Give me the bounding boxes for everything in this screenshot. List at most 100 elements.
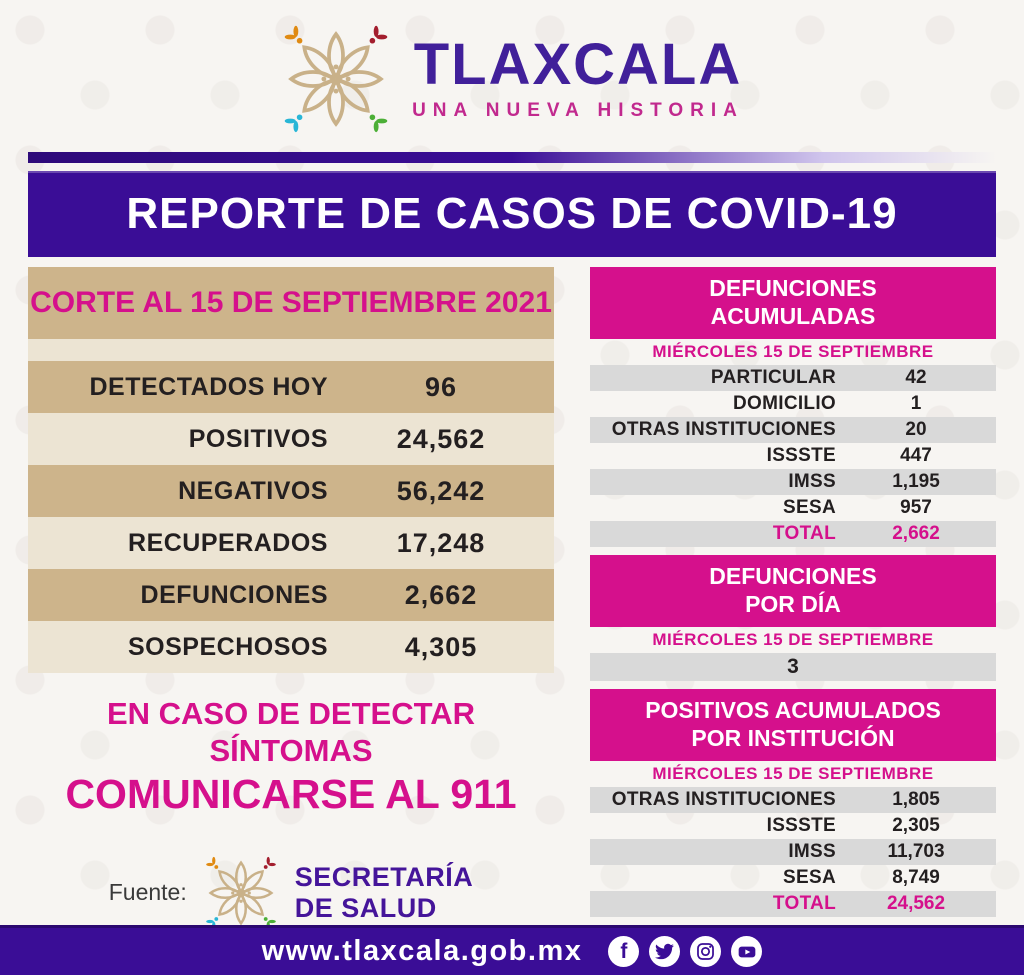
- row-label: POSITIVOS: [188, 424, 328, 453]
- footer-bar: www.tlaxcala.gob.mx f: [0, 925, 1024, 975]
- table-row: POSITIVOS 24,562: [28, 413, 554, 465]
- summary-header: CORTE AL 15 DE SEPTIEMBRE 2021: [28, 267, 554, 339]
- source-org-name: SECRETARÍA DE SALUD: [295, 862, 474, 922]
- table-row: RECUPERADOS 17,248: [28, 517, 554, 569]
- row-value: 1,195: [892, 471, 940, 492]
- row-label: DOMICILIO: [733, 393, 836, 414]
- section-title-line1: DEFUNCIONES: [709, 275, 877, 302]
- table-row: DOMICILIO 1: [590, 391, 996, 417]
- table-row: 3: [590, 653, 996, 681]
- row-value: 447: [900, 445, 932, 466]
- source-org-line1: SECRETARÍA: [294, 862, 474, 893]
- table-row: PARTICULAR 42: [590, 365, 996, 391]
- row-value: 8,749: [892, 867, 940, 888]
- page-title: REPORTE DE CASOS DE COVID-19: [126, 189, 898, 238]
- row-label: PARTICULAR: [710, 367, 836, 388]
- section-header: POSITIVOS ACUMULADOS POR INSTITUCIÓN: [590, 689, 996, 761]
- row-value: 1,805: [892, 789, 940, 810]
- table-row: ISSSTE 2,305: [590, 813, 996, 839]
- row-value: 1: [910, 393, 922, 414]
- section-date: MIÉRCOLES 15 DE SEPTIEMBRE: [652, 764, 934, 783]
- table-row: DETECTADOS HOY 96: [28, 361, 554, 413]
- youtube-icon[interactable]: [731, 936, 763, 967]
- row-value: 11,703: [887, 841, 945, 862]
- instagram-glyph: [697, 943, 715, 960]
- section-defunciones-acumuladas: DEFUNCIONES ACUMULADAS MIÉRCOLES 15 DE S…: [590, 267, 996, 547]
- table-row: IMSS 11,703: [590, 839, 996, 865]
- gradient-divider: [28, 152, 996, 163]
- footer-url[interactable]: www.tlaxcala.gob.mx: [261, 935, 583, 967]
- section-title-line2: ACUMULADAS: [710, 303, 876, 329]
- row-label: NEGATIVOS: [178, 476, 328, 505]
- row-label: IMSS: [788, 471, 836, 492]
- section-date: MIÉRCOLES 15 DE SEPTIEMBRE: [652, 630, 934, 649]
- row-label: ISSSTE: [766, 445, 836, 466]
- row-label: OTRAS INSTITUCIONES: [611, 789, 836, 810]
- twitter-bird-glyph: [655, 943, 675, 960]
- notice-line2: COMUNICARSE AL 911: [65, 771, 517, 818]
- table-row: OTRAS INSTITUCIONES 20: [590, 417, 996, 443]
- section-defunciones-por-dia: DEFUNCIONES POR DÍA MIÉRCOLES 15 DE SEPT…: [590, 555, 996, 681]
- row-value: 56,242: [396, 475, 486, 506]
- tlaxcala-flower-logo-icon: [280, 23, 392, 135]
- table-row: IMSS 1,195: [590, 469, 996, 495]
- row-value: 24,562: [396, 423, 486, 454]
- section-header: DEFUNCIONES ACUMULADAS: [590, 267, 996, 339]
- instagram-icon[interactable]: [690, 936, 722, 967]
- row-value: 24,562: [886, 893, 946, 914]
- table-row: NEGATIVOS 56,242: [28, 465, 554, 517]
- section-header: DEFUNCIONES POR DÍA: [590, 555, 996, 627]
- row-value: 3: [787, 655, 799, 678]
- row-label: TOTAL: [772, 893, 836, 914]
- table-row-total: TOTAL 24,562: [590, 891, 996, 917]
- section-positivos-acumulados: POSITIVOS ACUMULADOS POR INSTITUCIÓN MIÉ…: [590, 689, 996, 917]
- section-title-line2: POR DÍA: [745, 591, 841, 617]
- row-value: 17,248: [396, 527, 486, 558]
- left-column: CORTE AL 15 DE SEPTIEMBRE 2021 DETECTADO…: [28, 267, 554, 931]
- source-label: Fuente:: [108, 879, 187, 906]
- summary-spacer: [28, 339, 554, 361]
- table-row-total: TOTAL 2,662: [590, 521, 996, 547]
- notice-line1: EN CASO DE DETECTAR SÍNTOMAS: [106, 696, 475, 769]
- twitter-icon[interactable]: [649, 936, 681, 967]
- row-label: OTRAS INSTITUCIONES: [611, 419, 836, 440]
- title-band: REPORTE DE CASOS DE COVID-19: [28, 171, 996, 257]
- facebook-icon[interactable]: f: [608, 936, 640, 967]
- row-value: 2,305: [892, 815, 940, 836]
- source-org-line2: DE SALUD: [294, 892, 437, 923]
- summary-table: CORTE AL 15 DE SEPTIEMBRE 2021 DETECTADO…: [28, 267, 554, 673]
- table-row: SESA 957: [590, 495, 996, 521]
- row-value: 20: [905, 419, 927, 440]
- table-row: ISSSTE 447: [590, 443, 996, 469]
- row-value: 2,662: [404, 579, 478, 610]
- row-value: 2,662: [892, 523, 940, 544]
- table-row: SOSPECHOSOS 4,305: [28, 621, 554, 673]
- row-label: ISSSTE: [766, 815, 836, 836]
- row-value: 42: [905, 367, 927, 388]
- facebook-glyph: f: [620, 940, 628, 963]
- table-row: OTRAS INSTITUCIONES 1,805: [590, 787, 996, 813]
- row-label: SESA: [783, 867, 836, 888]
- section-date: MIÉRCOLES 15 DE SEPTIEMBRE: [652, 342, 934, 361]
- row-label: RECUPERADOS: [128, 528, 328, 557]
- section-title-line1: DEFUNCIONES: [709, 563, 877, 590]
- section-title-line2: POR INSTITUCIÓN: [691, 725, 895, 751]
- row-value: 4,305: [404, 631, 478, 662]
- brand-text: TLAXCALA UNA NUEVA HISTORIA: [412, 36, 744, 122]
- section-title-line1: POSITIVOS ACUMULADOS: [645, 697, 941, 724]
- row-label: IMSS: [788, 841, 836, 862]
- table-row: SESA 8,749: [590, 865, 996, 891]
- content-columns: CORTE AL 15 DE SEPTIEMBRE 2021 DETECTADO…: [0, 257, 1024, 931]
- brand-tagline: UNA NUEVA HISTORIA: [412, 100, 744, 121]
- row-label: TOTAL: [772, 523, 836, 544]
- brand-header: TLAXCALA UNA NUEVA HISTORIA: [0, 0, 1024, 152]
- salud-flower-logo-icon: [203, 855, 279, 931]
- row-label: DEFUNCIONES: [140, 580, 328, 609]
- row-value: 96: [424, 371, 458, 402]
- brand-name: TLAXCALA: [413, 32, 743, 97]
- youtube-glyph: [738, 946, 756, 957]
- symptoms-notice: EN CASO DE DETECTAR SÍNTOMAS COMUNICARSE…: [28, 695, 554, 821]
- social-icons: f: [608, 936, 763, 967]
- table-row: DEFUNCIONES 2,662: [28, 569, 554, 621]
- source-attribution: Fuente: SECRETARÍA DE SALUD: [28, 855, 554, 931]
